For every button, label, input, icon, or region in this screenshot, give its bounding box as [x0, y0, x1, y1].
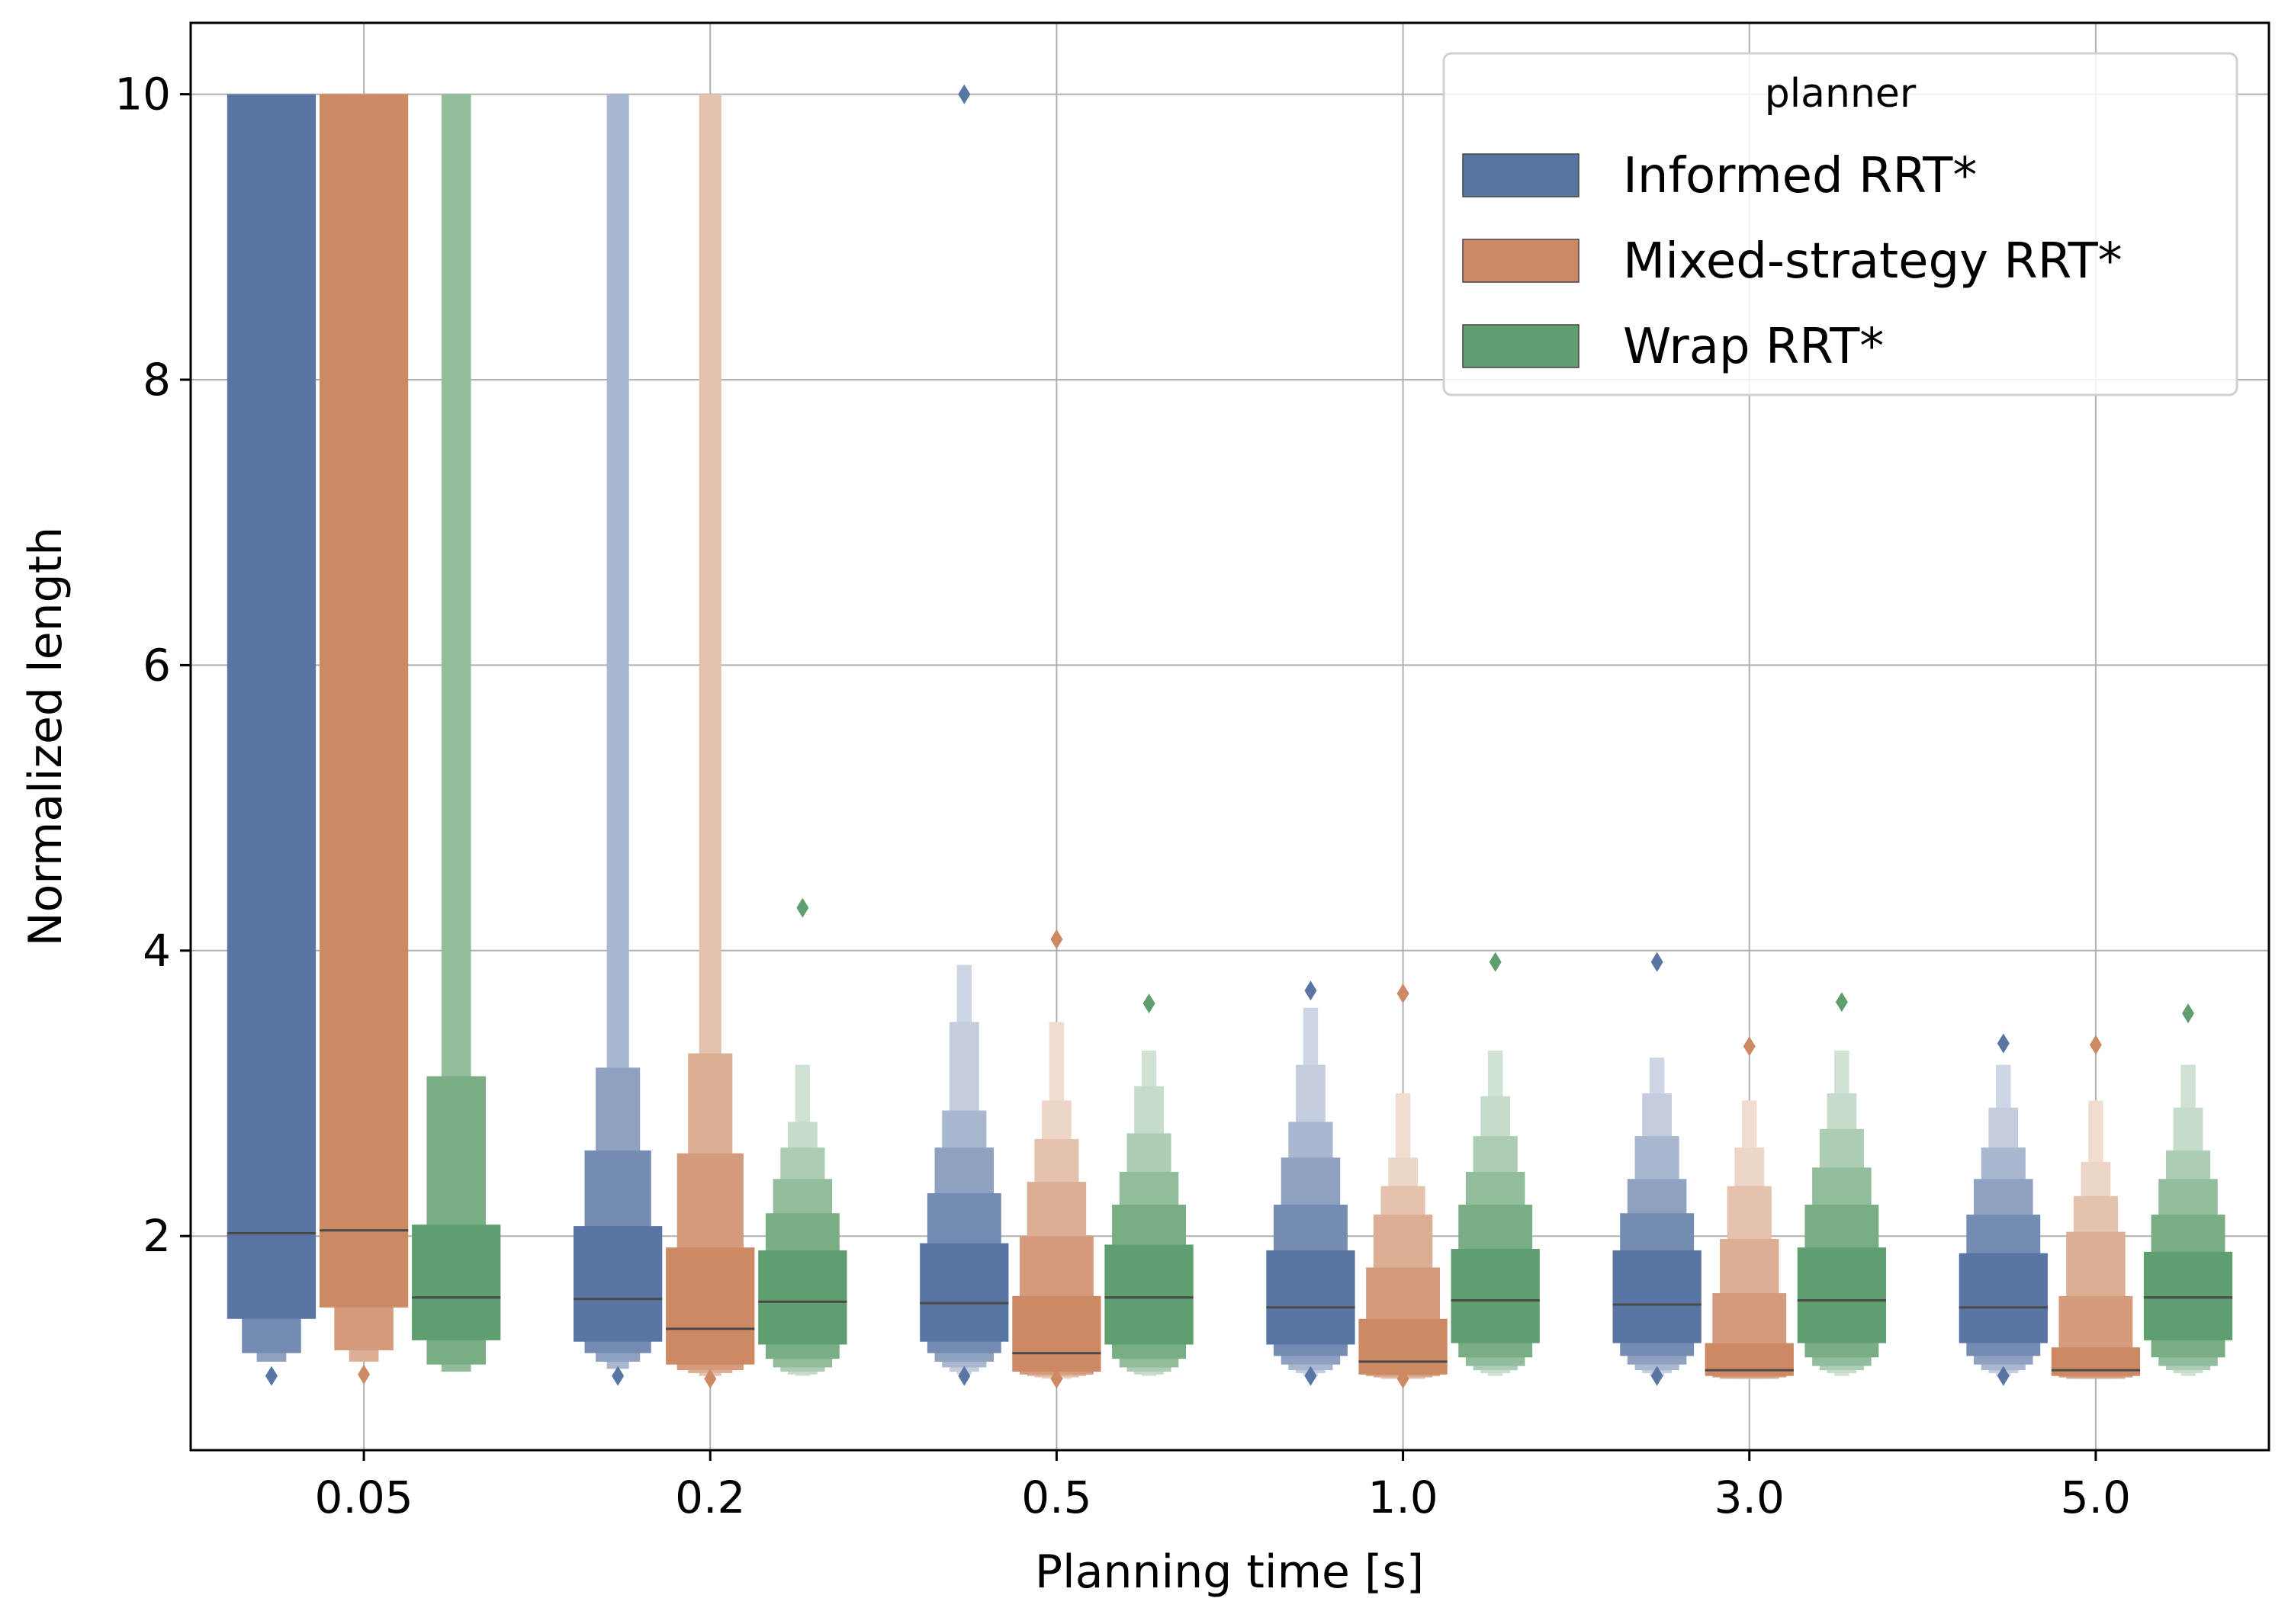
boxen-level [1797, 1247, 1886, 1343]
plot-frame [189, 21, 2270, 1452]
legend-label: Wrap RRT* [1623, 319, 1884, 375]
outlier-point [1142, 993, 1155, 1014]
outlier-point [1050, 1369, 1063, 1389]
boxen-level [227, 94, 317, 1319]
outlier-point [1743, 1036, 1756, 1057]
x-tick-label: 5.0 [2061, 1472, 2131, 1523]
boxen-level [758, 1250, 847, 1345]
x-tick-label: 3.0 [1714, 1472, 1785, 1523]
outlier-point [1304, 1366, 1317, 1386]
outlier-point [958, 1366, 971, 1386]
boxen-level [1959, 1253, 2048, 1343]
series-0 [227, 84, 2048, 1386]
boxen-level [666, 1247, 755, 1365]
outlier-point [1396, 1369, 1409, 1389]
boxen-series [227, 84, 2233, 1389]
y-tick-label: 4 [143, 925, 171, 977]
outlier-point [2182, 1003, 2195, 1024]
y-axis-label: Normalized length [19, 527, 72, 947]
x-axis-label: Planning time [s] [1035, 1545, 1424, 1599]
outlier-point [704, 1369, 717, 1389]
series-2 [412, 94, 2233, 1376]
y-tick-label: 10 [114, 69, 171, 120]
outlier-point [958, 84, 971, 104]
boxen-level [574, 1226, 663, 1342]
boxen-level [1104, 1244, 1194, 1345]
boxen-level [920, 1243, 1009, 1342]
outlier-point [1050, 929, 1063, 949]
boxen-level [1266, 1250, 1355, 1345]
x-axis: 0.05 0.2 0.5 1.0 3.0 5.0 [315, 1450, 2131, 1523]
outlier-point [1304, 980, 1317, 1001]
boxen-level [1012, 1295, 1101, 1372]
boxen-level [2051, 1347, 2141, 1376]
outlier-point [796, 897, 809, 918]
outlier-point [265, 1366, 278, 1386]
outlier-point [1997, 1033, 2010, 1054]
legend-swatch [1462, 239, 1579, 283]
outlier-point [1650, 952, 1663, 972]
x-tick-label: 0.5 [1021, 1472, 1091, 1523]
y-tick-label: 8 [143, 354, 171, 406]
outlier-point [2089, 1035, 2102, 1055]
legend: planner Informed RRT* Mixed-strategy RRT*… [1442, 52, 2238, 396]
x-tick-label: 1.0 [1367, 1472, 1438, 1523]
legend-entries: Informed RRT* Mixed-strategy RRT* Wrap RRT… [1462, 148, 2123, 375]
legend-frame [1442, 52, 2238, 396]
legend-title: planner [1765, 71, 1917, 117]
outlier-point [1489, 952, 1502, 972]
outlier-point [612, 1366, 625, 1386]
legend-swatch [1462, 153, 1579, 197]
boxen-level [319, 94, 409, 1308]
outlier-point [1650, 1366, 1663, 1386]
boxen-level [1358, 1318, 1448, 1375]
boxen-level [1612, 1250, 1702, 1343]
series-1 [319, 94, 2141, 1389]
outlier-point [1396, 983, 1409, 1003]
legend-swatch [1462, 324, 1579, 368]
x-tick-label: 0.2 [675, 1472, 745, 1523]
outlier-point [358, 1364, 371, 1385]
legend-label: Informed RRT* [1623, 148, 1977, 204]
y-tick-label: 2 [143, 1210, 171, 1262]
boxen-level [1451, 1249, 1540, 1343]
legend-label: Mixed-strategy RRT* [1623, 233, 2123, 290]
y-tick-label: 6 [143, 639, 171, 691]
boxen-level [412, 1224, 501, 1340]
outlier-point [1835, 992, 1848, 1013]
boxen-level [2143, 1251, 2233, 1340]
outlier-point [1997, 1366, 2010, 1386]
y-axis: 2 4 6 8 10 [114, 69, 191, 1262]
x-tick-label: 0.05 [315, 1472, 413, 1523]
